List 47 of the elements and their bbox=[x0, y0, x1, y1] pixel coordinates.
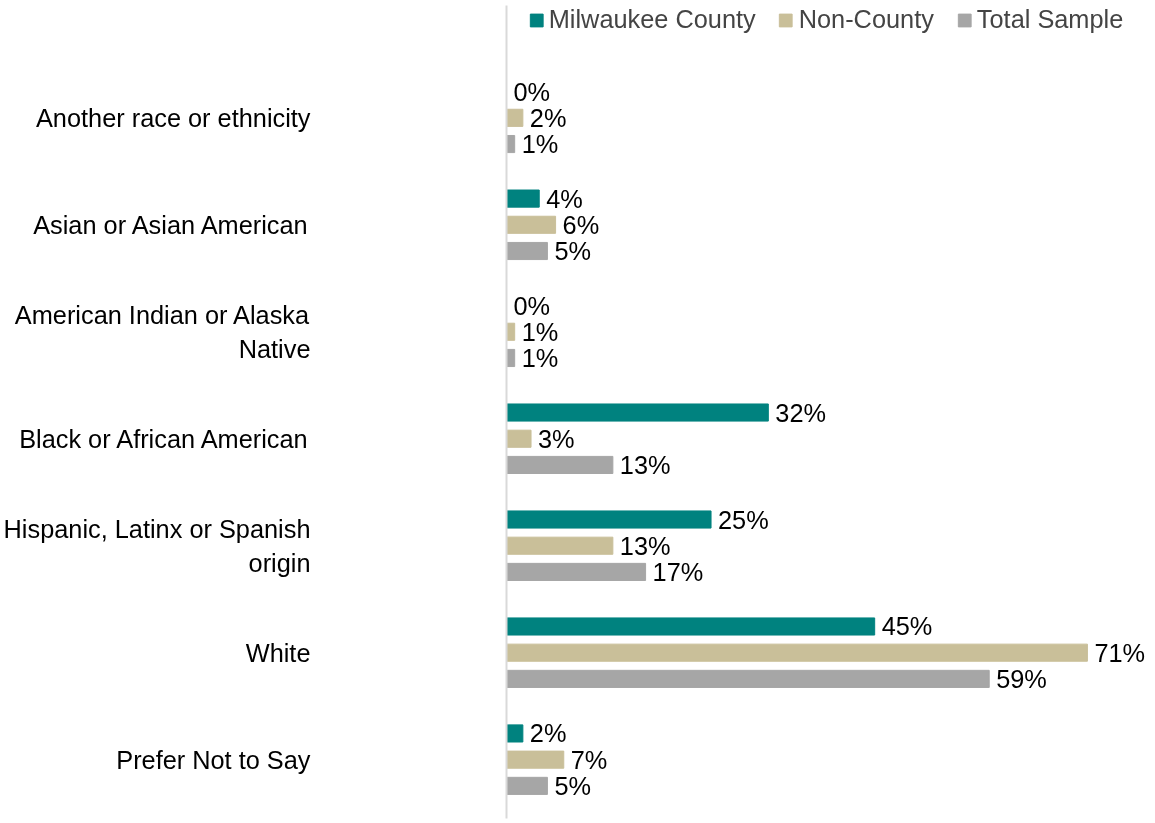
data-label: 13% bbox=[619, 531, 671, 560]
bar bbox=[506, 241, 548, 261]
data-label: 2% bbox=[529, 103, 567, 132]
data-label: 2% bbox=[529, 719, 567, 748]
data-label: 1% bbox=[521, 343, 559, 372]
data-label: 1% bbox=[521, 130, 559, 159]
legend-label: Total Sample bbox=[976, 5, 1124, 34]
bar bbox=[506, 510, 712, 529]
bar bbox=[506, 403, 769, 422]
y-tick-label: Hispanic, Latinx or Spanish origin bbox=[3, 514, 311, 577]
bar bbox=[506, 189, 540, 208]
legend-label: Non-County bbox=[798, 5, 934, 34]
legend-label: Milwaukee County bbox=[548, 5, 756, 34]
data-label: 45% bbox=[881, 612, 933, 641]
bar bbox=[506, 455, 614, 475]
bar bbox=[506, 669, 990, 688]
data-label: 17% bbox=[652, 557, 704, 586]
bar bbox=[506, 562, 647, 581]
data-label: 59% bbox=[996, 664, 1047, 693]
y-tick-label: Prefer Not to Say bbox=[116, 745, 311, 774]
data-label: 0% bbox=[513, 291, 551, 320]
y-tick-label: White bbox=[245, 638, 311, 667]
data-label: 3% bbox=[538, 424, 575, 453]
y-tick-label: American Indian or Alaska Native bbox=[14, 300, 311, 363]
data-label: 13% bbox=[619, 450, 671, 479]
data-label: 0% bbox=[513, 77, 551, 106]
data-label: 5% bbox=[554, 237, 591, 265]
bar bbox=[506, 750, 565, 769]
y-tick-label: Black or African American bbox=[19, 424, 308, 453]
data-label: 4% bbox=[546, 184, 583, 213]
data-label: 6% bbox=[562, 210, 600, 239]
bar bbox=[506, 776, 548, 795]
bar bbox=[506, 429, 532, 448]
y-tick-label: Asian or Asian American bbox=[33, 210, 308, 239]
bar bbox=[506, 215, 557, 234]
data-label: 71% bbox=[1094, 638, 1146, 667]
bar bbox=[506, 724, 524, 743]
bar bbox=[506, 617, 876, 636]
data-label: 7% bbox=[570, 745, 608, 774]
bar bbox=[506, 536, 614, 555]
y-tick-label: Another race or ethnicity bbox=[35, 103, 311, 132]
data-label: 32% bbox=[775, 398, 826, 427]
data-label: 1% bbox=[521, 317, 559, 346]
bar bbox=[506, 643, 1088, 662]
data-label: 25% bbox=[718, 505, 769, 534]
bar bbox=[506, 108, 524, 127]
data-label: 5% bbox=[554, 771, 591, 800]
